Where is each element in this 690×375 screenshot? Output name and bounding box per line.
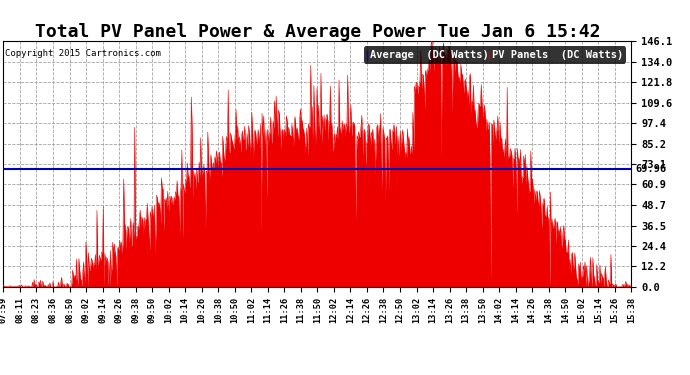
Title: Total PV Panel Power & Average Power Tue Jan 6 15:42: Total PV Panel Power & Average Power Tue… bbox=[34, 23, 600, 41]
Text: 69.96: 69.96 bbox=[635, 164, 667, 174]
Legend: Average  (DC Watts), PV Panels  (DC Watts): Average (DC Watts), PV Panels (DC Watts) bbox=[364, 46, 626, 63]
Text: Copyright 2015 Cartronics.com: Copyright 2015 Cartronics.com bbox=[5, 49, 161, 58]
